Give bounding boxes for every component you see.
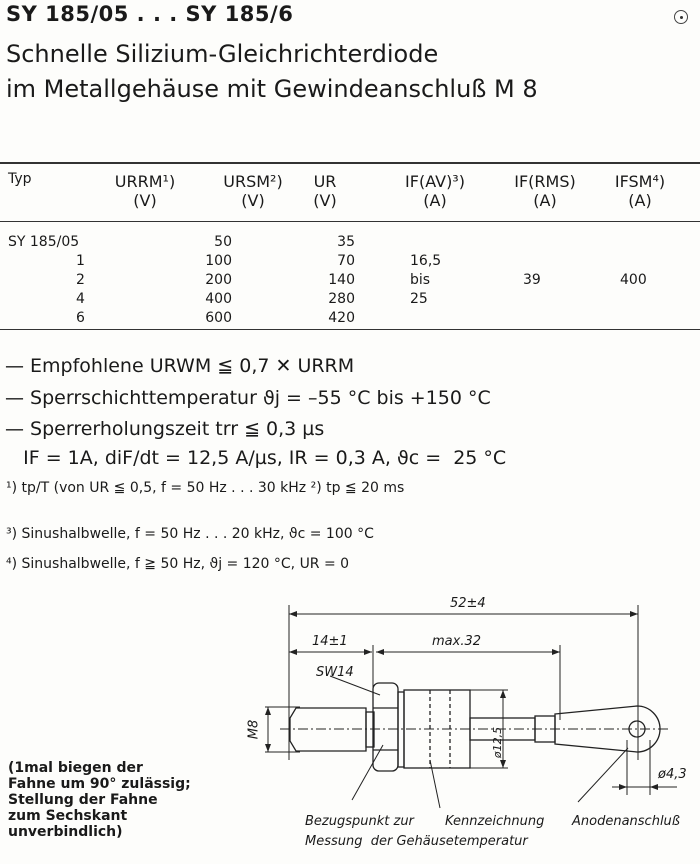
table-top-rule <box>0 162 700 164</box>
dimension-lines <box>265 605 677 809</box>
dim-body-length: max.32 <box>432 634 481 649</box>
col-ifav: IF(AV)³) (A) <box>405 172 465 210</box>
bending-note: (1mal biegen der Fahne um 90° zulässig; … <box>8 760 191 840</box>
ifrms-value: 39 <box>523 272 541 288</box>
registration-mark-icon <box>674 10 688 24</box>
ifav-values: 16,5 bis 25 <box>410 253 442 307</box>
dim-total-length: 52±4 <box>450 596 486 611</box>
ursm-values: 50 100 200 400 600 <box>205 234 232 326</box>
hex-nut <box>372 682 399 772</box>
footnote-4: ⁴) Sinushalbwelle, f ≧ 50 Hz, ϑj = 120 °… <box>6 556 350 572</box>
note-conditions: IF = 1A, diF/dt = 12,5 A/µs, IR = 0,3 A,… <box>5 447 507 469</box>
title-description-2: im Metallgehäuse mit Gewindeanschluß M 8 <box>6 75 538 103</box>
thread-body <box>289 707 375 752</box>
col-ifsm: IFSM⁴) (A) <box>614 172 666 210</box>
lead-and-tab <box>469 705 661 753</box>
label-anode-terminal: Anodenanschluß <box>572 814 680 829</box>
title-type-range: SY 185/05 . . . SY 185/6 <box>6 2 294 26</box>
label-reference-point-2: Messung der Gehäusetemperatur <box>305 834 528 849</box>
col-ur: UR (V) <box>313 172 337 210</box>
ur-values: 35 70 140 280 420 <box>328 234 355 326</box>
label-marking: Kennzeichnung <box>445 814 545 829</box>
footnote-3: ³) Sinushalbwelle, f = 50 Hz . . . 20 kH… <box>6 526 374 542</box>
footnote-1-2: ¹) tp/T (von UR ≦ 0,5, f = 50 Hz . . . 3… <box>6 480 405 496</box>
note-recovery-time: — Sperrerholungszeit trr ≦ 0,3 µs <box>5 418 325 440</box>
body-diameter: ø12,5 <box>491 726 505 759</box>
table-bottom-rule <box>0 329 700 330</box>
label-reference-point: Bezugspunkt zur <box>305 814 414 829</box>
col-ursm: URSM²) (V) <box>223 172 283 210</box>
wrench-size: SW14 <box>316 665 354 680</box>
col-ifrms: IF(RMS) (A) <box>514 172 576 210</box>
dim-thread-length: 14±1 <box>312 634 348 649</box>
note-junction-temp: — Sperrschichttemperatur ϑj = –55 °C bis… <box>5 387 491 409</box>
note-urwm: — Empfohlene URWM ≦ 0,7 ✕ URRM <box>5 355 355 377</box>
ifsm-value: 400 <box>620 272 647 288</box>
col-typ: Typ <box>8 171 32 187</box>
title-description: Schnelle Silizium-Gleichrichterdiode <box>6 40 439 68</box>
thread-size: M8 <box>246 719 262 740</box>
arrowheads <box>265 611 658 790</box>
table-header-rule <box>0 221 700 222</box>
type-list: SY 185/05 1 2 4 6 <box>8 234 85 326</box>
col-urrm: URRM¹) (V) <box>114 172 176 210</box>
hole-diameter: ø4,3 <box>658 767 687 782</box>
